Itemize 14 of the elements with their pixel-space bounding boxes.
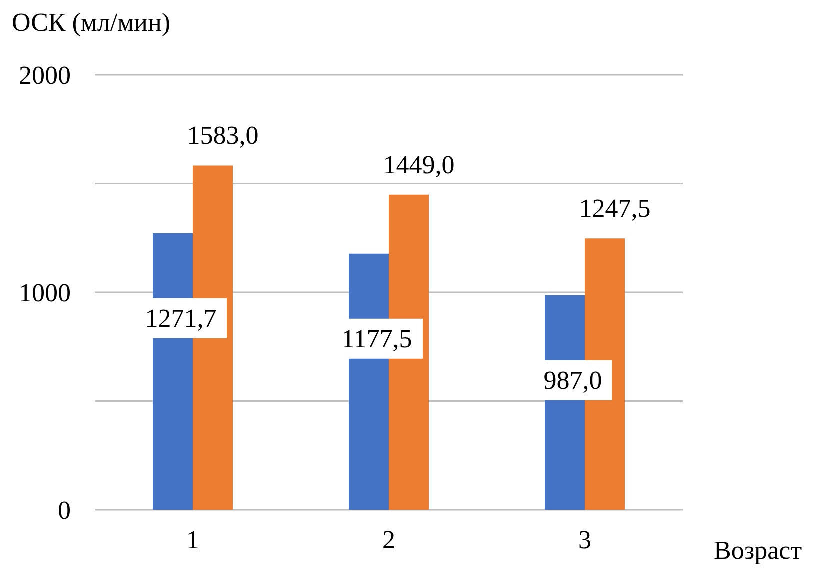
data-label: 1449,0 — [383, 150, 455, 180]
x-axis-title: Возраст — [714, 536, 802, 566]
x-tick-label: 1 — [186, 525, 200, 554]
data-label: 987,0 — [544, 366, 602, 395]
data-label: 1247,5 — [579, 194, 651, 224]
data-label: 1583,0 — [187, 121, 259, 150]
x-tick-label: 2 — [382, 525, 396, 554]
y-axis-title: ОСК (мл/мин) — [12, 8, 171, 38]
data-label: 1177,5 — [342, 324, 412, 354]
y-tick-label: 1000 — [19, 278, 71, 308]
data-label: 1271,7 — [145, 304, 217, 333]
y-tick-label: 2000 — [19, 61, 71, 90]
y-tick-label: 0 — [58, 496, 71, 526]
x-tick-label: 3 — [578, 525, 592, 554]
